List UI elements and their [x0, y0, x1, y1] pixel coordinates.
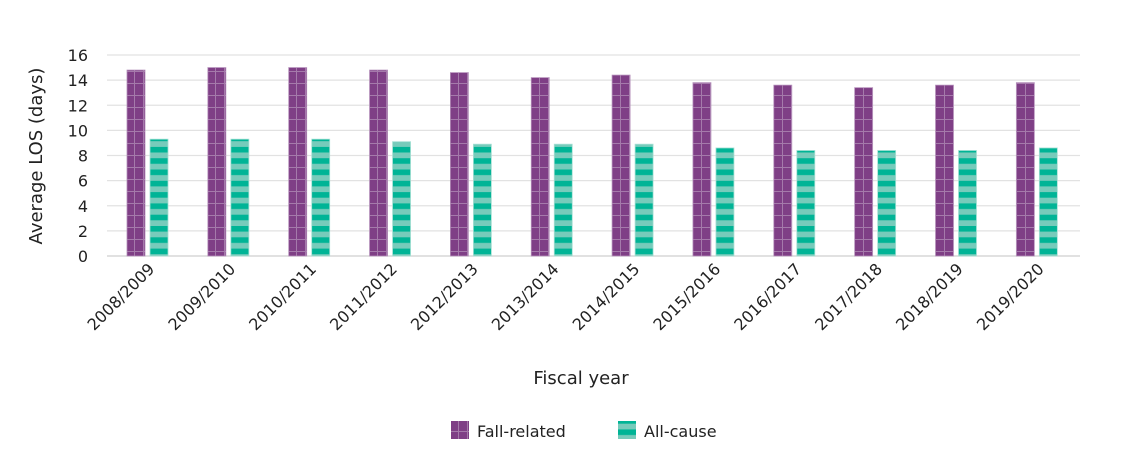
bar-fall-related-2018-2019: [935, 84, 954, 257]
y-tick-label: 16: [68, 46, 88, 65]
x-tick-label: 2018/2019: [892, 259, 967, 334]
bar-fall-related-2016-2017: [773, 84, 793, 257]
bar-all-cause-2015-2016: [715, 147, 735, 257]
bar-fall-related-2008-2009: [126, 69, 146, 257]
x-tick-label: 2009/2010: [164, 259, 239, 334]
bar-fall-related-2010-2011: [288, 67, 308, 257]
x-tick-label: 2008/2009: [83, 259, 158, 334]
legend-swatch-all-cause: [618, 421, 636, 439]
bar-all-cause-2008-2009: [149, 138, 169, 257]
y-axis-title: Average LOS (days): [26, 68, 47, 245]
y-tick-label: 4: [78, 197, 88, 216]
bar-all-cause-2016-2017: [796, 150, 816, 257]
bar-all-cause-2019-2020: [1038, 147, 1058, 257]
y-tick-label: 10: [68, 121, 88, 140]
bar-all-cause-2017-2018: [877, 150, 897, 257]
bar-all-cause-2014-2015: [634, 143, 654, 257]
bar-all-cause-2018-2019: [958, 150, 977, 257]
legend-label-fall-related: Fall-related: [477, 422, 566, 441]
y-tick-label: 6: [78, 172, 88, 191]
x-tick-label: 2015/2016: [649, 259, 724, 334]
legend-label-all-cause: All-cause: [644, 422, 717, 441]
y-tick-label: 8: [78, 147, 88, 166]
x-tick-label: 2016/2017: [730, 259, 805, 334]
x-tick-label: 2011/2012: [326, 259, 401, 334]
x-tick-label: 2014/2015: [569, 259, 644, 334]
bar-all-cause-2009-2010: [230, 138, 250, 257]
bar-fall-related-2013-2014: [530, 77, 550, 257]
y-tick-label: 14: [68, 71, 88, 90]
x-axis-title: Fiscal year: [533, 368, 629, 389]
bar-fall-related-2011-2012: [369, 69, 388, 257]
bar-all-cause-2013-2014: [553, 143, 573, 257]
y-tick-label: 12: [68, 96, 88, 115]
bar-all-cause-2011-2012: [392, 141, 411, 257]
x-tick-label: 2012/2013: [407, 259, 482, 334]
x-tick-label: 2017/2018: [811, 259, 886, 334]
bar-fall-related-2014-2015: [611, 74, 631, 257]
legend-swatch-fall-related: [451, 421, 469, 439]
x-tick-label: 2019/2020: [973, 259, 1048, 334]
bar-fall-related-2015-2016: [692, 82, 712, 257]
y-tick-label: 0: [78, 247, 88, 266]
bar-all-cause-2012-2013: [472, 143, 492, 257]
bar-fall-related-2012-2013: [449, 72, 469, 257]
y-tick-label: 2: [78, 222, 88, 241]
x-tick-label: 2013/2014: [488, 259, 563, 334]
bar-fall-related-2017-2018: [854, 87, 874, 257]
bar-fall-related-2019-2020: [1015, 82, 1035, 257]
bar-all-cause-2010-2011: [311, 138, 331, 257]
legend: Fall-related All-cause: [451, 421, 717, 441]
x-tick-label: 2010/2011: [245, 259, 320, 334]
bar-fall-related-2009-2010: [207, 67, 227, 257]
